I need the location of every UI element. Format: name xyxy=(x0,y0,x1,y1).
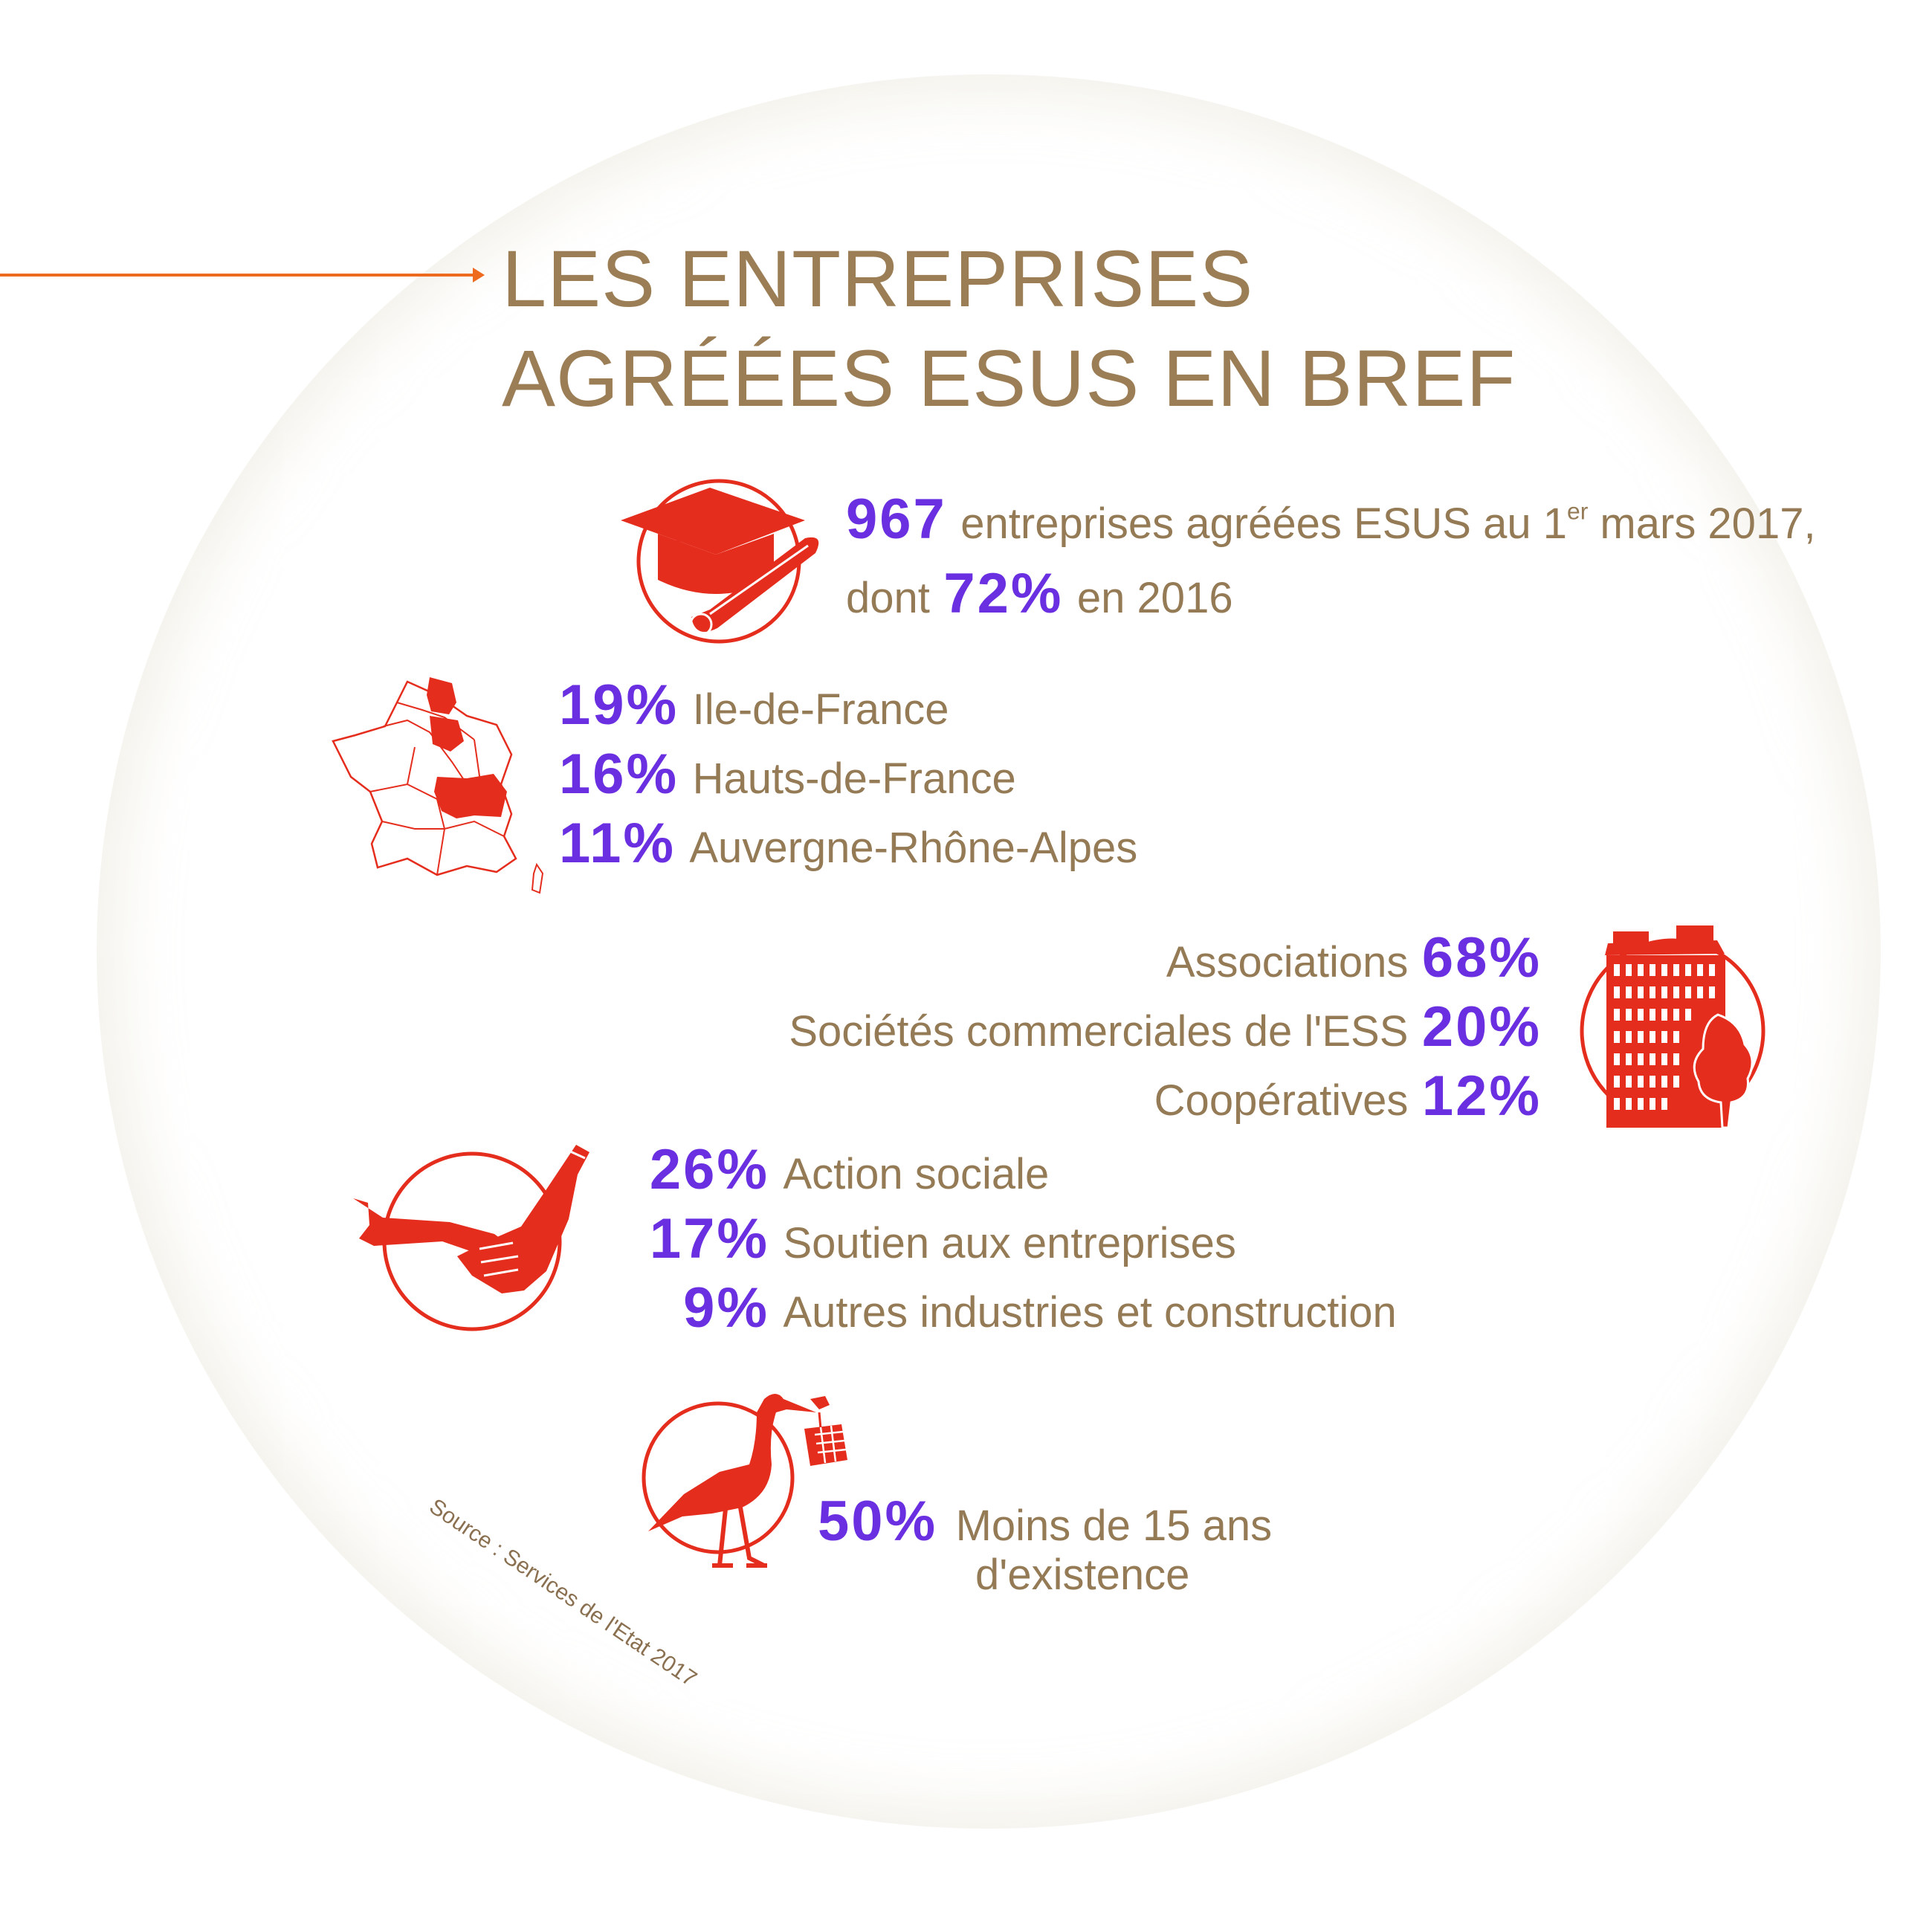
intro-text-part1: entreprises agréées ESUS au 1 xyxy=(960,500,1567,548)
building-icon xyxy=(1580,925,1765,1129)
region-row-0: 19% Ile-de-France xyxy=(559,673,949,737)
title-line-2: AGRÉÉES ESUS EN BREF xyxy=(502,333,1516,423)
status-label: Associations xyxy=(1166,938,1409,986)
status-label: Coopératives xyxy=(1154,1076,1409,1125)
handshake-glove-icon xyxy=(353,1145,589,1331)
region-row-1: 16% Hauts-de-France xyxy=(559,742,1016,807)
status-pct: 68% xyxy=(1421,926,1542,989)
sector-row-2: 9% Autres industries et construction xyxy=(632,1276,1397,1340)
sector-row-1: 17% Soutien aux entreprises xyxy=(632,1206,1236,1271)
age-pct: 50% xyxy=(818,1490,938,1553)
region-pct: 11% xyxy=(559,812,676,875)
age-row: 50% Moins de 15 ans xyxy=(818,1489,1272,1554)
page-title: LES ENTREPRISES AGRÉÉES ESUS EN BREF xyxy=(502,229,1516,428)
region-row-2: 11% Auvergne-Rhône-Alpes xyxy=(559,811,1137,876)
graduation-cap-icon xyxy=(621,479,819,644)
age-line-1: Moins de 15 ans xyxy=(955,1502,1273,1550)
sector-label: Autres industries et construction xyxy=(783,1288,1397,1337)
age-line-2: d'existence xyxy=(975,1551,1190,1599)
sector-row-0: 26% Action sociale xyxy=(632,1137,1049,1202)
intro-text-part2: mars 2017, xyxy=(1588,500,1816,548)
intro-line-1: 967 entreprises agréées ESUS au 1er mars… xyxy=(846,487,1816,552)
status-row-2: Coopératives 12% xyxy=(1154,1064,1542,1128)
sector-pct: 17% xyxy=(649,1207,769,1270)
region-pct: 19% xyxy=(559,673,679,737)
arrow-icon xyxy=(0,268,485,282)
status-row-0: Associations 68% xyxy=(1166,925,1542,990)
intro-line-2: dont 72% en 2016 xyxy=(846,561,1233,626)
region-label: Ile-de-France xyxy=(692,685,949,734)
intro-dont: dont xyxy=(846,574,930,622)
intro-text: entreprises agréées ESUS au 1er mars 201… xyxy=(960,497,1816,548)
region-pct: 16% xyxy=(559,743,679,806)
france-map-icon xyxy=(332,677,544,894)
status-pct: 20% xyxy=(1421,995,1542,1059)
sector-pct: 26% xyxy=(649,1138,769,1201)
sector-pct: 9% xyxy=(683,1276,769,1340)
region-label: Auvergne-Rhône-Alpes xyxy=(689,824,1138,872)
intro-superscript: er xyxy=(1566,497,1589,525)
status-label: Sociétés commerciales de l'ESS xyxy=(789,1007,1409,1056)
region-label: Hauts-de-France xyxy=(692,755,1016,803)
intro-year: en 2016 xyxy=(1076,574,1233,622)
intro-count: 967 xyxy=(846,488,947,551)
stork-icon xyxy=(642,1394,847,1568)
sector-label: Action sociale xyxy=(783,1150,1050,1198)
intro-pct: 72% xyxy=(943,562,1064,625)
status-row-1: Sociétés commerciales de l'ESS 20% xyxy=(789,995,1542,1059)
sector-label: Soutien aux entreprises xyxy=(783,1219,1236,1267)
title-line-1: LES ENTREPRISES xyxy=(502,233,1254,323)
status-pct: 12% xyxy=(1421,1064,1542,1128)
age-row-2: d'existence xyxy=(975,1550,1189,1600)
